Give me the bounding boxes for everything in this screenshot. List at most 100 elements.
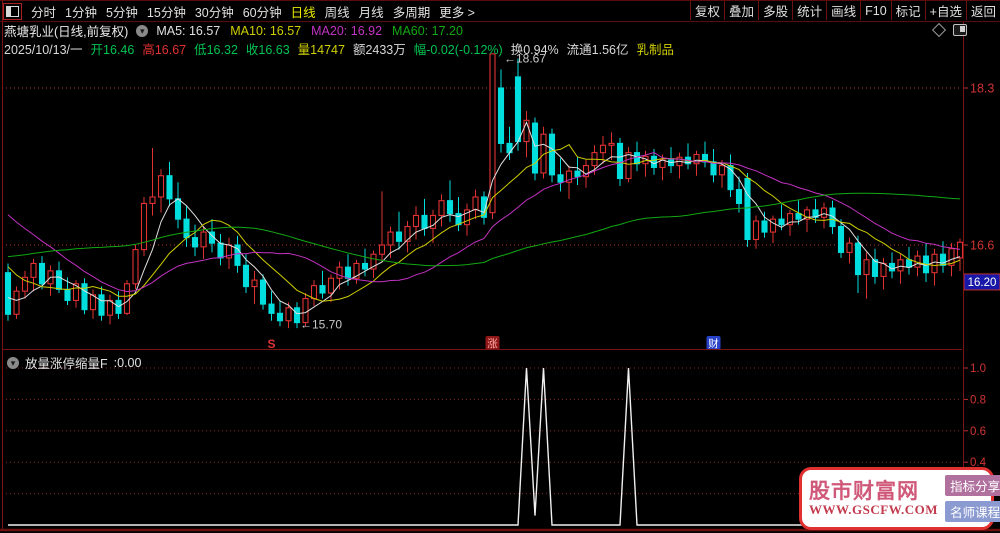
signal-badge-label: 财 xyxy=(708,337,719,350)
toolbar-button-标记[interactable]: 标记 xyxy=(890,1,925,20)
ma-label: MA10: 16.57 xyxy=(230,23,302,38)
watermark-badges: 指标分享 名师课程 xyxy=(945,475,1000,522)
candle-body xyxy=(472,196,479,211)
main-axis-label: 18.3 xyxy=(970,82,994,96)
sub-axis-label: 0.6 xyxy=(970,426,986,438)
signal-marker: S xyxy=(267,337,275,351)
candle-body xyxy=(276,312,284,322)
period-tab-分时[interactable]: 分时 xyxy=(31,5,57,20)
candle-body xyxy=(268,303,275,314)
candle-body xyxy=(174,198,182,220)
toolbar-button-多股[interactable]: 多股 xyxy=(758,1,792,20)
period-tab-多周期[interactable]: 多周期 xyxy=(392,5,431,20)
candle-body xyxy=(786,213,794,226)
candle-body xyxy=(387,231,394,246)
price-badge-label: 16.20 xyxy=(968,277,997,289)
candle-body xyxy=(438,200,445,216)
quote-info-row: 2025/10/13/一 开16.46 高16.67 低16.32 收16.63 量147… xyxy=(4,39,674,57)
signal-badge-label: 涨 xyxy=(487,338,498,350)
ma-label: MA5: 16.57 xyxy=(156,23,221,38)
candle-body xyxy=(497,87,505,144)
ma60-line xyxy=(7,192,961,267)
candle-body xyxy=(132,249,139,285)
candle-body xyxy=(956,241,964,259)
candle-body xyxy=(778,218,785,226)
candle-body xyxy=(557,174,564,183)
chevron-down-icon[interactable]: ▾ xyxy=(7,356,19,369)
indicator-name: 放量涨停缩量F xyxy=(25,357,108,371)
quote-field: 高16.67 xyxy=(142,43,187,57)
watermark-text: 股市财富网 WWW.GSCFW.COM xyxy=(809,480,938,517)
signal-badge xyxy=(485,336,500,350)
ma-label: MA20: 16.92 xyxy=(311,23,383,38)
ma-label: MA60: 17.20 xyxy=(392,23,463,38)
candle-body xyxy=(310,285,318,300)
candle-body xyxy=(293,307,301,324)
candle-body xyxy=(837,225,845,253)
period-tab-周线[interactable]: 周线 xyxy=(324,5,350,20)
quote-field: 乳制品 xyxy=(636,43,674,57)
symbol-title: 燕塘乳业(日线,前复权) xyxy=(4,25,129,39)
candle-body xyxy=(565,170,573,183)
candle-body xyxy=(395,231,403,242)
candle-body xyxy=(370,253,377,270)
period-tab-日线[interactable]: 日线 xyxy=(290,5,316,20)
candle-body xyxy=(446,200,454,215)
candle-body xyxy=(183,218,190,239)
toolbar-button-返回[interactable]: 返回 xyxy=(965,1,1000,20)
candle-body xyxy=(21,276,29,292)
indicator-value: :0.00 xyxy=(113,355,142,370)
diamond-icon[interactable] xyxy=(931,22,947,38)
toolbar-right-buttons: 复权 叠加 多股 统计 画线 F10 标记 +自选 返回 xyxy=(690,1,1000,20)
candle-body xyxy=(574,170,581,178)
candle-body xyxy=(905,259,913,268)
candle-body xyxy=(854,242,862,276)
quote-field: 收16.63 xyxy=(245,43,290,57)
quote-field: 额2433万 xyxy=(352,43,406,57)
candle-body xyxy=(489,53,496,214)
ma5-line xyxy=(7,121,961,315)
toolbar-button-+自选[interactable]: +自选 xyxy=(924,1,966,20)
period-tab-更多 >[interactable]: 更多 > xyxy=(439,5,475,20)
candle-body xyxy=(429,214,437,229)
candle-body xyxy=(336,266,343,279)
period-tab-1分钟[interactable]: 1分钟 xyxy=(65,5,97,20)
candle-body xyxy=(795,213,802,220)
period-tab-5分钟[interactable]: 5分钟 xyxy=(105,5,138,20)
toolbar-button-复权[interactable]: 复权 xyxy=(690,1,724,20)
candle-body xyxy=(846,242,853,253)
toolbar-button-统计[interactable]: 统计 xyxy=(792,1,826,20)
toolbar-button-叠加[interactable]: 叠加 xyxy=(724,1,758,20)
toolbar-button-F10[interactable]: F10 xyxy=(860,1,891,20)
period-tab-60分钟[interactable]: 60分钟 xyxy=(242,5,282,20)
candle-body xyxy=(582,165,590,178)
watermark: 股市财富网 WWW.GSCFW.COM 指标分享 名师课程 xyxy=(799,467,1000,530)
watermark-badge: 名师课程 xyxy=(945,501,1000,522)
chevron-down-icon[interactable]: ▾ xyxy=(136,24,149,37)
quote-field: 低16.32 xyxy=(194,43,238,57)
candle-body xyxy=(455,213,462,226)
candle-body xyxy=(191,237,199,248)
candle-body xyxy=(948,248,955,266)
split-pane-icon[interactable] xyxy=(953,24,967,36)
candle-body xyxy=(531,122,539,174)
candle-body xyxy=(761,220,768,233)
candle-body xyxy=(327,277,335,294)
toolbar-button-画线[interactable]: 画线 xyxy=(826,1,860,20)
candle-body xyxy=(353,262,360,279)
candle-body xyxy=(157,175,165,198)
main-axis-label: 16.6 xyxy=(970,239,994,253)
candle-body xyxy=(361,262,369,270)
candle-body xyxy=(259,279,267,305)
candle-body xyxy=(72,283,80,301)
period-tab-30分钟[interactable]: 30分钟 xyxy=(194,5,234,20)
candle-body xyxy=(735,189,743,204)
candle-body xyxy=(752,220,760,241)
candle-body xyxy=(650,155,658,168)
period-tab-月线[interactable]: 月线 xyxy=(358,5,384,20)
quote-field: 幅-0.02(-0.12%) xyxy=(413,43,503,57)
period-tab-15分钟[interactable]: 15分钟 xyxy=(146,5,186,20)
layout-toggle-button[interactable] xyxy=(3,2,22,20)
candle-body xyxy=(106,299,114,316)
